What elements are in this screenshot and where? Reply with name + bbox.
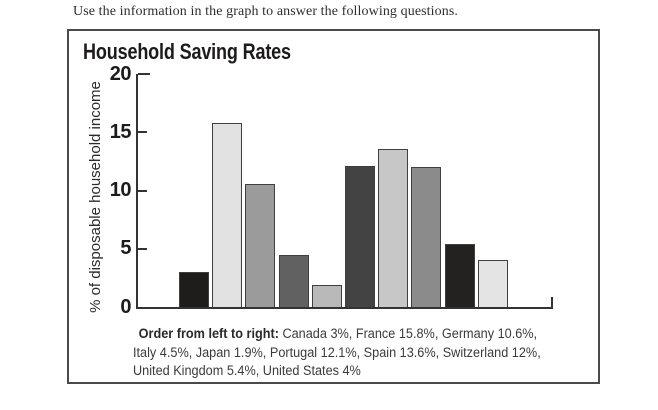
bar-canada (179, 272, 209, 307)
plot-area (136, 73, 553, 309)
caption-line-3: United Kingdom 5.4%, United States 4% (133, 363, 361, 378)
instruction-text: Use the information in the graph to answ… (73, 4, 459, 19)
y-tick-label-5: 5 (120, 237, 131, 259)
bar-italy (279, 255, 309, 307)
bar-united-states (478, 260, 508, 307)
chart-caption: Order from left to right: Canada 3%, Fra… (133, 325, 575, 381)
caption-line-2: Italy 4.5%, Japan 1.9%, Portugal 12.1%, … (133, 344, 541, 360)
x-axis-end-tick (551, 297, 553, 307)
caption-line-1-rest: Canada 3%, France 15.8%, Germany 10.6%, (278, 326, 538, 341)
bar-spain (378, 149, 408, 307)
y-axis-tick-15 (138, 131, 147, 133)
bar-japan (312, 285, 342, 307)
chart-panel: Household Saving Rates % of disposable h… (67, 29, 600, 384)
bar-portugal (345, 166, 375, 307)
bar-switzerland (411, 167, 441, 307)
bar-united-kingdom (445, 244, 475, 307)
caption-line-1: Order from left to right: Canada 3%, Fra… (139, 325, 575, 344)
y-axis-tick-5 (138, 248, 147, 250)
chart-title: Household Saving Rates (83, 39, 291, 64)
bar-germany (245, 184, 275, 307)
y-tick-label-15: 15 (109, 121, 132, 143)
caption-bold-label: Order from left to right: (138, 326, 279, 341)
y-axis-tick-20 (138, 73, 150, 75)
y-tick-label-0: 0 (120, 296, 131, 318)
y-tick-label-20: 20 (109, 63, 132, 85)
bar-france (212, 123, 242, 307)
y-tick-label-10: 10 (109, 179, 132, 201)
y-axis-tick-10 (138, 190, 147, 192)
